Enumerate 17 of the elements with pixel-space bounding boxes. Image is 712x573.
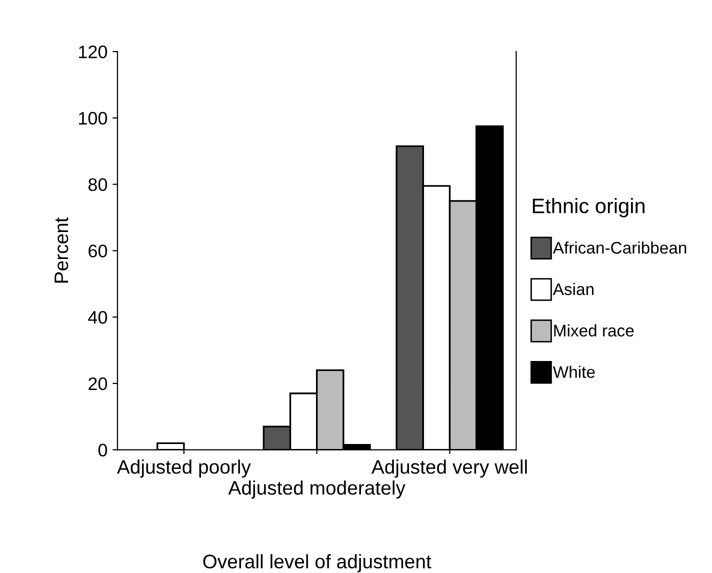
y-tick-label: 120 xyxy=(79,46,108,58)
legend-label: African-Caribbean xyxy=(552,241,686,254)
x-tick-label: Adjusted poorly xyxy=(116,460,251,478)
legend-label: Asian xyxy=(552,282,594,296)
y-tick-label: 80 xyxy=(88,178,108,192)
legend-title: Ethnic origin xyxy=(532,198,644,218)
y-tick-label: 40 xyxy=(88,310,108,324)
y-tick-label: 60 xyxy=(88,244,108,258)
x-tick-label: Adjusted very well xyxy=(371,460,527,478)
x-axis-title: Overall level of adjustment xyxy=(203,554,432,572)
legend-label: White xyxy=(552,366,595,378)
y-tick-label: 20 xyxy=(88,377,108,390)
y-tick-label: 0 xyxy=(98,444,108,457)
y-tick-label: 100 xyxy=(79,112,108,125)
legend-label: Mixed race xyxy=(554,324,634,337)
x-tick-label: Adjusted moderately xyxy=(228,480,406,499)
y-axis-title: Percent xyxy=(54,217,68,283)
